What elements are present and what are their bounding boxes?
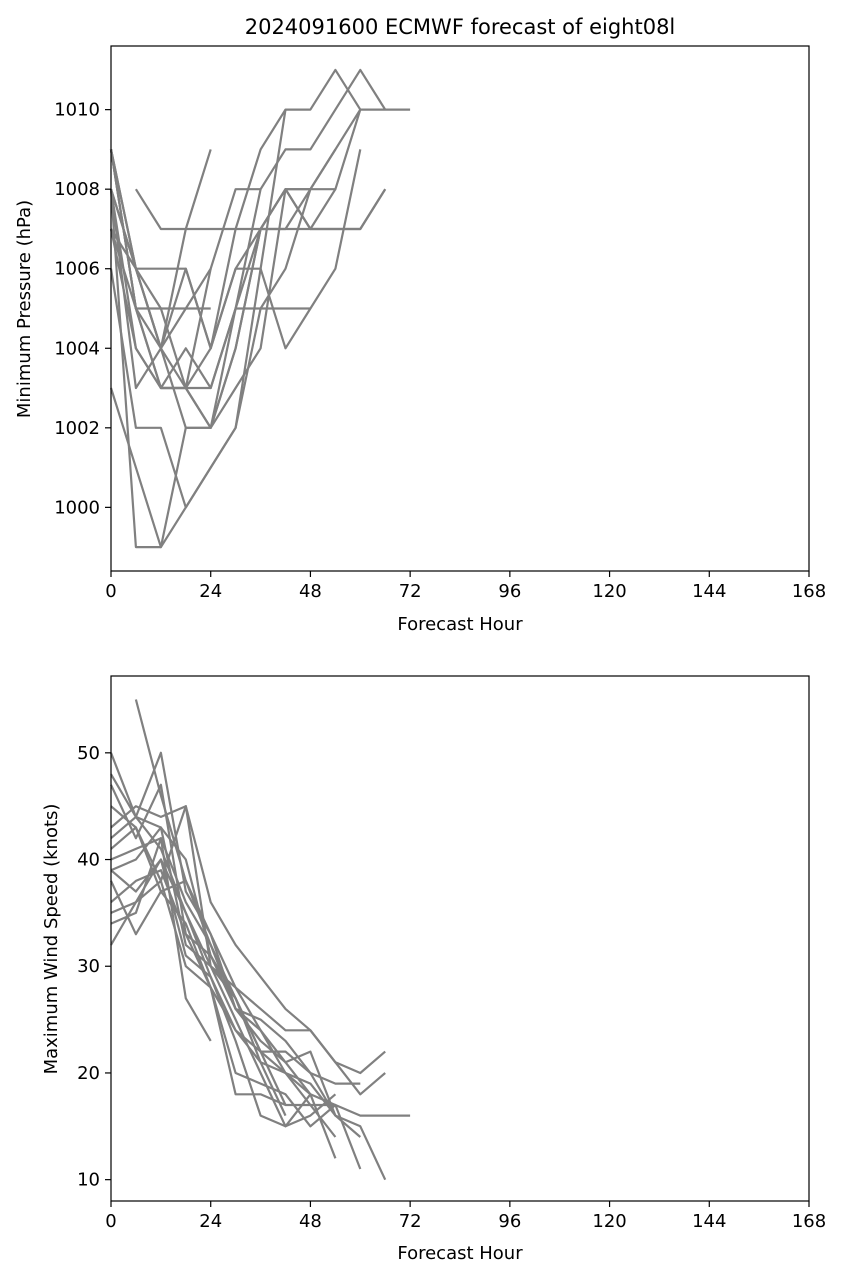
pressure-y-tick-label: 1008	[54, 179, 100, 200]
pressure-x-tick-label: 96	[498, 581, 521, 602]
wind-series-line-16	[110, 826, 337, 1117]
wind-series-line-7	[110, 751, 362, 1138]
pressure-series-line-14	[109, 188, 261, 390]
wind-x-tick-label: 24	[199, 1211, 222, 1232]
pressure-series-lines	[109, 68, 411, 549]
wind-y-tick-label: 40	[77, 850, 100, 871]
wind-x-axis-label: Forecast Hour	[397, 1243, 523, 1264]
pressure-y-tick-label: 1000	[54, 497, 100, 518]
pressure-series-line-16	[109, 149, 337, 390]
wind-plot-frame	[110, 675, 810, 1202]
pressure-x-tick-label: 144	[692, 581, 726, 602]
pressure-series-line-15	[109, 188, 311, 429]
pressure-x-tick-label: 120	[592, 581, 626, 602]
pressure-series-line-7	[109, 109, 362, 549]
pressure-x-tick-label: 48	[299, 581, 322, 602]
wind-series-line-2	[109, 752, 337, 1159]
wind-y-tick-label: 20	[77, 1063, 100, 1084]
wind-x-tick-label: 96	[498, 1211, 521, 1232]
pressure-x-tick-label: 0	[105, 581, 116, 602]
pressure-series-line-8	[109, 148, 337, 549]
wind-series-line-4	[110, 783, 387, 1181]
wind-series-line-6	[110, 805, 386, 1096]
pressure-y-axis-label: Minimum Pressure (hPa)	[14, 200, 35, 418]
pressure-y-tick-label: 1002	[54, 418, 100, 439]
wind-x-tick-label: 144	[692, 1211, 726, 1232]
pressure-x-tick-label: 168	[792, 581, 826, 602]
wind-series-line-14	[110, 879, 337, 1138]
wind-ticks: 0 24 48 72 96 120 144 168 10 20 30 40 50	[77, 743, 826, 1232]
wind-series-line-15	[110, 858, 312, 1128]
pressure-x-tick-label: 24	[199, 581, 222, 602]
wind-x-tick-label: 168	[792, 1211, 826, 1232]
wind-x-tick-label: 0	[105, 1211, 116, 1232]
pressure-chart: 0 24 48 72 96 120 144 168 1000 1002 1004 1006 1008 10…	[14, 45, 826, 635]
wind-chart: 0 24 48 72 96 120 144 168 10 20 30 40 50 Forecast Ho…	[41, 675, 826, 1264]
wind-y-axis-label: Maximum Wind Speed (knots)	[41, 804, 62, 1075]
wind-series-line-12	[110, 858, 337, 1128]
pressure-series-line-12	[109, 149, 362, 350]
wind-series-lines	[109, 699, 411, 1181]
wind-x-tick-label: 72	[399, 1211, 422, 1232]
pressure-y-tick-label: 1004	[54, 338, 100, 359]
pressure-x-axis-label: Forecast Hour	[397, 614, 523, 635]
wind-y-tick-label: 50	[77, 743, 100, 764]
pressure-y-tick-label: 1010	[54, 100, 100, 121]
pressure-x-tick-label: 72	[399, 581, 422, 602]
wind-y-tick-label: 30	[77, 956, 100, 977]
figure-title: 2024091600 ECMWF forecast of eight08l	[245, 15, 676, 39]
wind-y-tick-label: 10	[77, 1170, 100, 1191]
wind-series-line-10	[110, 880, 287, 1117]
pressure-y-tick-label: 1006	[54, 259, 100, 280]
pressure-ticks: 0 24 48 72 96 120 144 168 1000 1002 1004 1006 1008 10…	[54, 100, 826, 602]
wind-x-tick-label: 48	[299, 1211, 322, 1232]
pressure-plot-frame	[110, 45, 810, 572]
wind-x-tick-label: 120	[592, 1211, 626, 1232]
wind-series-line-9	[110, 826, 362, 1170]
